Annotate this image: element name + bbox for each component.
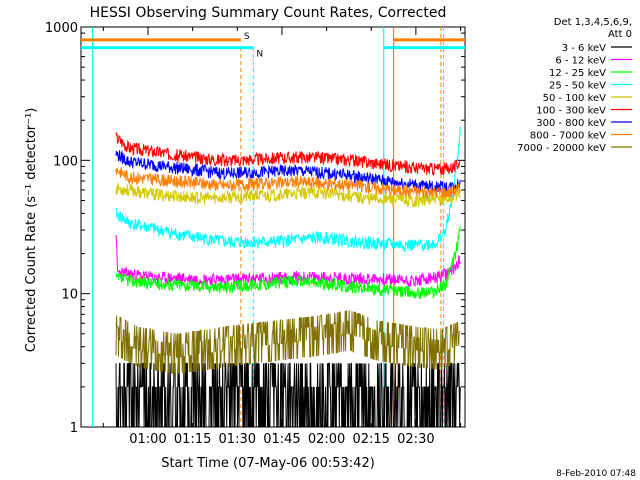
legend-label: 300 - 800 keV: [536, 118, 606, 129]
saa-marker-label: S: [244, 32, 250, 42]
night-marker-label: N: [256, 50, 263, 60]
legend-label: 800 - 7000 keV: [530, 131, 606, 142]
legend-header: Att 0: [608, 29, 632, 40]
legend: Det 1,3,4,5,6,9,Att 03 - 6 keV 6 - 12 keV…: [517, 17, 632, 154]
legend-label: 12 - 25 keV: [549, 68, 606, 79]
legend-header: Det 1,3,4,5,6,9,: [554, 17, 632, 28]
y-tick-label: 1000: [45, 21, 78, 36]
x-tick-label: 02:15: [352, 432, 389, 447]
series-line: [115, 126, 461, 253]
series-line: [115, 226, 461, 300]
plot-frame: [80, 26, 466, 428]
legend-label: 50 - 100 keV: [543, 93, 607, 104]
y-tick-label: 100: [53, 154, 78, 169]
y-tick-label: 10: [61, 288, 78, 303]
legend-label: 7000 - 20000 keV: [517, 143, 606, 154]
x-tick-label: 01:30: [219, 432, 256, 447]
series-line: [115, 132, 461, 177]
y-tick-label: 1: [70, 421, 78, 436]
x-tick-label: 01:15: [174, 432, 211, 447]
footer-date: 8-Feb-2010 07:48: [556, 469, 636, 479]
chart-title: HESSI Observing Summary Count Rates, Cor…: [90, 5, 447, 21]
x-tick-label: 01:45: [263, 432, 300, 447]
series-line: [115, 166, 461, 200]
legend-label: 25 - 50 keV: [549, 81, 606, 92]
legend-label: 3 - 6 keV: [562, 43, 606, 54]
series-line: [115, 182, 461, 209]
x-tick-label: 01:00: [129, 432, 166, 447]
x-axis-label: Start Time (07-May-06 00:53:42): [161, 456, 375, 471]
plot-area: 1 10 100 1000 01:00 01:15 01:30 01:45 02:00 02:15…: [45, 21, 466, 447]
series-line: [115, 310, 461, 374]
legend-label: 6 - 12 keV: [555, 56, 606, 67]
series-line: [115, 362, 461, 428]
y-axis-label: Corrected Count Rate (s⁻¹ detector⁻¹): [24, 108, 39, 353]
x-tick-label: 02:00: [308, 432, 345, 447]
x-tick-label: 02:30: [397, 432, 434, 447]
legend-label: 100 - 300 keV: [536, 106, 606, 117]
